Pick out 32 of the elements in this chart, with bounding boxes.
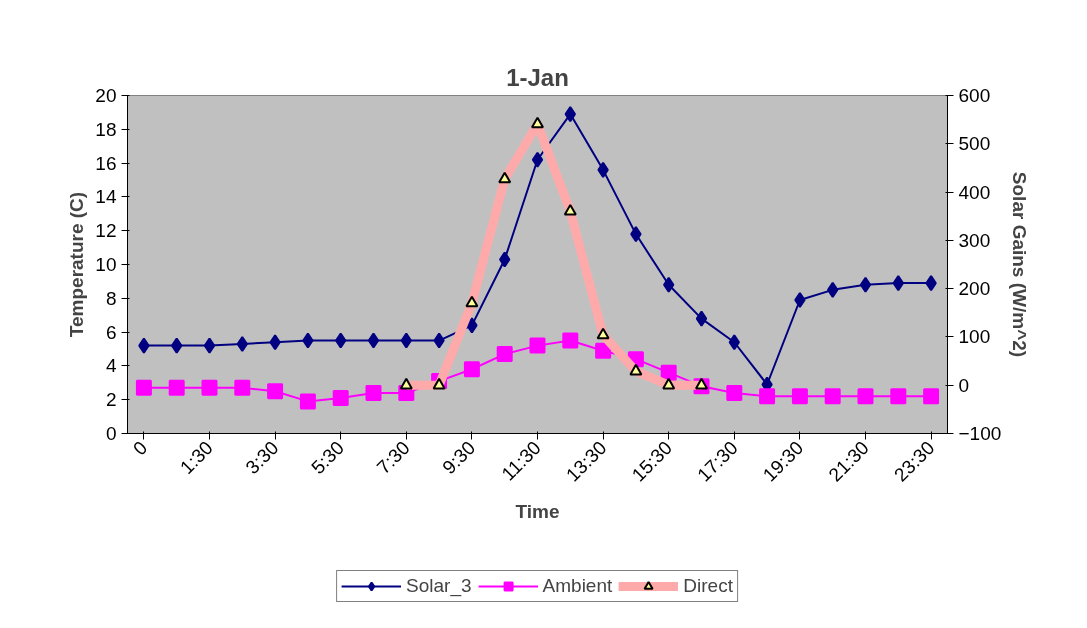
y2-tick-label: 100 <box>958 326 991 348</box>
y-tick-label: 12 <box>95 220 117 242</box>
y2-tick-label: 600 <box>958 85 991 106</box>
y2-tick-label: −100 <box>958 423 1002 444</box>
y2-tick-label: 400 <box>958 181 991 203</box>
y-tick-label: 10 <box>95 254 117 275</box>
y2-axis-title: Solar Gains (W/m^2) <box>1009 171 1031 358</box>
x-tick-label: 9:30 <box>438 437 480 479</box>
y-tick-label: 18 <box>95 118 117 140</box>
legend-label: Solar_3 <box>406 574 472 597</box>
legend-label: Ambient <box>542 574 613 597</box>
y2-tick-label: 200 <box>958 278 991 300</box>
x-tick-label: 3:30 <box>241 437 283 479</box>
x-tick-label: 1:30 <box>175 437 217 479</box>
y-tick-label: 4 <box>105 355 117 377</box>
y-tick-label: 16 <box>95 152 117 174</box>
y2-tick-label: 0 <box>958 374 970 396</box>
y-tick-label: 8 <box>105 287 117 309</box>
x-tick-label: 7:30 <box>372 437 414 479</box>
y-tick-label: 0 <box>105 423 117 444</box>
y-axis-title: Temperature (C) <box>66 191 88 338</box>
y-tick-label: 14 <box>95 186 117 208</box>
x-tick-label: 5:30 <box>307 437 349 479</box>
x-tick-label: 0 <box>129 437 152 460</box>
y2-tick-label: 500 <box>958 133 991 155</box>
y-tick-label: 2 <box>105 389 117 411</box>
y2-tick-label: 300 <box>958 229 991 251</box>
x-axis-title: Time <box>515 500 560 522</box>
legend-label: Direct <box>683 574 733 597</box>
y-tick-label: 6 <box>105 321 117 343</box>
chart-title: 1-Jan <box>506 63 569 91</box>
y-tick-label: 20 <box>95 85 117 106</box>
